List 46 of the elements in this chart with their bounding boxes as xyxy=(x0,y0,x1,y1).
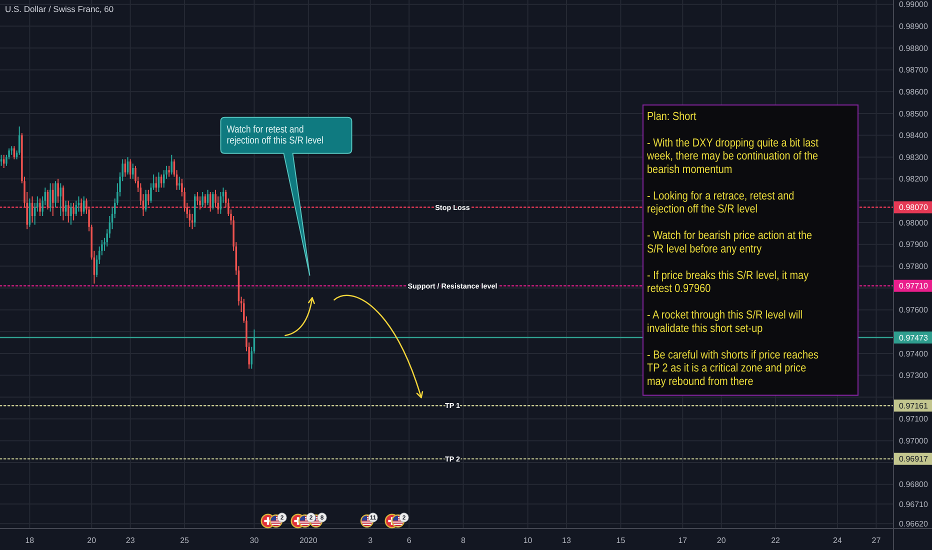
y-tick-label: 0.98700 xyxy=(899,66,929,75)
y-tick-label: 0.99000 xyxy=(899,0,929,10)
y-tick-label: 0.97000 xyxy=(899,436,929,446)
y-tick-label: 0.98900 xyxy=(899,22,929,31)
y-tick-label: 0.97100 xyxy=(899,414,929,424)
x-tick-label: 20 xyxy=(716,536,726,545)
y-tick-label: 0.96620 xyxy=(899,519,929,528)
y-tick-label: 0.97400 xyxy=(899,349,929,358)
annotation: 0.97161 xyxy=(899,401,929,410)
x-tick-label: 18 xyxy=(25,536,35,545)
candlestick xyxy=(178,176,180,190)
y-tick-label: 0.96710 xyxy=(899,500,929,509)
y-tick-label: 0.98500 xyxy=(899,109,929,118)
y-tick-label: 0.98200 xyxy=(899,174,929,184)
x-tick-label: 15 xyxy=(616,536,626,545)
y-tick-label: 0.98800 xyxy=(899,44,929,53)
text: Plan: Short - With the DXY dropping quite a bit last week, there may be continuation of the bearish momentum - Looking for a retrace, retest and rejection off the S/R level - Watch for bearish price action at the S/R level before any entry - If price breaks this S/R level, it may retest 0.97960 - A rocket through this S/R level will invalidate this short set-up - Be careful with shorts if price reaches TP 2 as it is a critical zone and price may rebound from there xyxy=(647,110,819,388)
x-tick-label: 6 xyxy=(406,536,412,545)
y-tick-label: 0.98400 xyxy=(899,131,929,140)
annotation: Watch for retest and rejection off this S/R level xyxy=(226,124,324,146)
annotation: 0.97473 xyxy=(899,333,929,342)
y-tick-label: 0.98300 xyxy=(899,152,929,162)
annotation: 0.98070 xyxy=(899,203,929,212)
x-tick-label: 20 xyxy=(87,536,97,545)
y-tick-label: 0.98000 xyxy=(899,218,929,228)
x-tick-label: 25 xyxy=(180,536,190,545)
annotation: 0.97710 xyxy=(899,282,929,291)
x-tick-label: 27 xyxy=(872,536,882,545)
y-tick-label: 0.97300 xyxy=(899,371,929,380)
y-tick-label: 0.96800 xyxy=(899,480,929,490)
annotation: 0.96917 xyxy=(899,454,929,464)
y-tick-label: 0.97800 xyxy=(899,262,929,271)
x-tick-label: 30 xyxy=(250,536,260,545)
x-tick-label: 2020 xyxy=(300,536,318,545)
x-tick-label: 3 xyxy=(368,536,374,545)
y-tick-label: 0.97600 xyxy=(899,306,929,315)
x-tick-label: 10 xyxy=(523,536,533,545)
x-tick-label: 22 xyxy=(771,536,781,545)
x-tick-label: 17 xyxy=(678,536,688,545)
y-tick-label: 0.98600 xyxy=(899,87,929,96)
x-tick-label: 8 xyxy=(461,536,466,545)
x-tick-label: 24 xyxy=(833,536,843,545)
x-tick-label: 13 xyxy=(562,536,572,545)
x-tick-label: 23 xyxy=(126,536,136,545)
text: U.S. Dollar / Swiss Franc, 60 xyxy=(5,4,114,14)
y-tick-label: 0.97900 xyxy=(899,240,929,250)
